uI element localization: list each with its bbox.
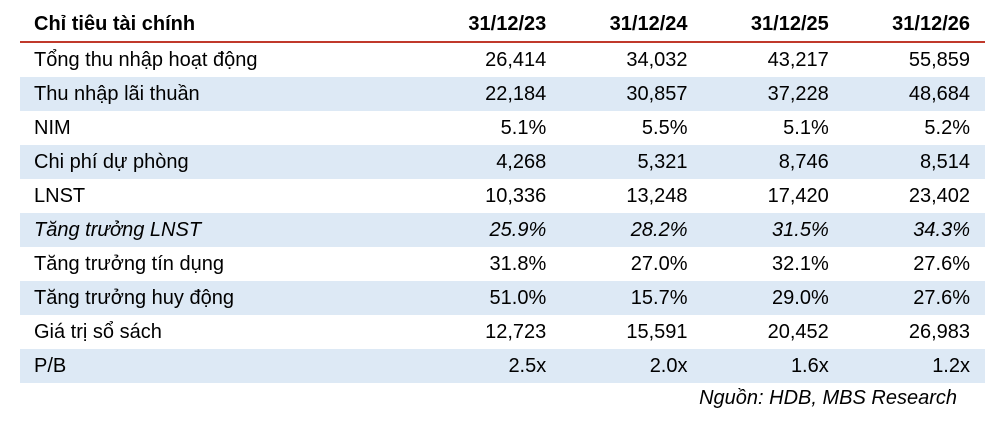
financial-indicators-table: Chỉ tiêu tài chính 31/12/23 31/12/24 31/… — [20, 7, 985, 383]
row-value: 30,857 — [561, 77, 703, 111]
row-value: 15.7% — [561, 281, 703, 315]
table-body: Tổng thu nhập hoạt động 26,414 34,032 43,21… — [20, 42, 985, 383]
table-row: Tổng thu nhập hoạt động 26,414 34,032 43,21… — [20, 42, 985, 77]
row-value: 51.0% — [420, 281, 562, 315]
row-label: NIM — [34, 116, 71, 139]
row-label: LNST — [34, 184, 86, 207]
row-value: 13,248 — [626, 184, 688, 207]
row-value: 23,402 — [908, 184, 970, 207]
row-value: 4,268 — [420, 145, 562, 179]
row-label: Tăng trưởng tín dụng — [34, 252, 224, 275]
header-label: Chỉ tiêu tài chính — [20, 7, 420, 43]
source-note: Nguồn: HDB, MBS Research — [699, 387, 957, 409]
row-value: 27.6% — [913, 252, 970, 275]
header-year: 31/12/24 — [561, 7, 703, 43]
row-value: 25.9% — [420, 213, 562, 247]
row-value: 5.2% — [924, 116, 970, 139]
header-year: 31/12/23 — [420, 7, 562, 43]
row-value: 32.1% — [772, 252, 829, 275]
row-label: Tăng trưởng huy động — [20, 281, 420, 315]
row-value: 34,032 — [626, 48, 688, 71]
table-row: Tăng trưởng tín dụng 31.8% 27.0% 32.1% 27.6% — [20, 247, 985, 281]
table-row: LNST 10,336 13,248 17,420 23,402 — [20, 179, 985, 213]
row-value: 5.1% — [783, 116, 829, 139]
row-value: 5,321 — [561, 145, 703, 179]
row-value: 26,414 — [485, 48, 547, 71]
header-year: 31/12/26 — [843, 7, 985, 43]
row-value: 37,228 — [702, 77, 844, 111]
row-value: 17,420 — [767, 184, 829, 207]
row-value: 34.3% — [843, 213, 985, 247]
row-value: 27.6% — [843, 281, 985, 315]
row-value: 1.2x — [843, 349, 985, 383]
row-value: 8,746 — [702, 145, 844, 179]
row-label: Chi phí dự phòng — [20, 145, 420, 179]
row-label: Tổng thu nhập hoạt động — [34, 48, 258, 71]
row-value: 48,684 — [843, 77, 985, 111]
row-value: 31.5% — [702, 213, 844, 247]
row-value: 2.5x — [420, 349, 562, 383]
table-row: Thu nhập lãi thuần 22,184 30,857 37,228 48,6… — [20, 77, 985, 111]
row-value: 10,336 — [485, 184, 547, 207]
row-value: 15,591 — [626, 320, 688, 343]
row-value: 31.8% — [489, 252, 547, 275]
row-label: Giá trị sổ sách — [34, 320, 162, 343]
table-header: Chỉ tiêu tài chính 31/12/23 31/12/24 31/… — [20, 7, 985, 43]
row-value: 5.5% — [641, 116, 688, 139]
row-value: 12,723 — [485, 320, 547, 343]
row-value: 29.0% — [702, 281, 844, 315]
table-row: Chi phí dự phòng 4,268 5,321 8,746 8,514 — [20, 145, 985, 179]
row-value: 1.6x — [702, 349, 844, 383]
row-value: 8,514 — [843, 145, 985, 179]
table-row: Tăng trưởng LNST 25.9% 28.2% 31.5% 34.3% — [20, 213, 985, 247]
row-value: 55,859 — [908, 48, 970, 71]
row-label: Tăng trưởng LNST — [20, 213, 420, 247]
row-value: 5.1% — [500, 116, 547, 139]
table-row: NIM 5.1% 5.5% 5.1% 5.2% — [20, 111, 985, 145]
table-row: Tăng trưởng huy động 51.0% 15.7% 29.0% 27.6% — [20, 281, 985, 315]
row-value: 43,217 — [767, 48, 829, 71]
row-label: Thu nhập lãi thuần — [20, 77, 420, 111]
row-value: 26,983 — [908, 320, 970, 343]
table-row: Giá trị sổ sách 12,723 15,591 20,452 26,983 — [20, 315, 985, 349]
header-year: 31/12/25 — [702, 7, 844, 43]
row-value: 28.2% — [561, 213, 703, 247]
row-value: 20,452 — [767, 320, 829, 343]
row-value: 2.0x — [561, 349, 703, 383]
header-row: Chỉ tiêu tài chính 31/12/23 31/12/24 31/… — [20, 7, 985, 43]
row-value: 27.0% — [630, 252, 688, 275]
table-row: P/B 2.5x 2.0x 1.6x 1.2x — [20, 349, 985, 383]
row-value: 22,184 — [420, 77, 562, 111]
row-label: P/B — [20, 349, 420, 383]
